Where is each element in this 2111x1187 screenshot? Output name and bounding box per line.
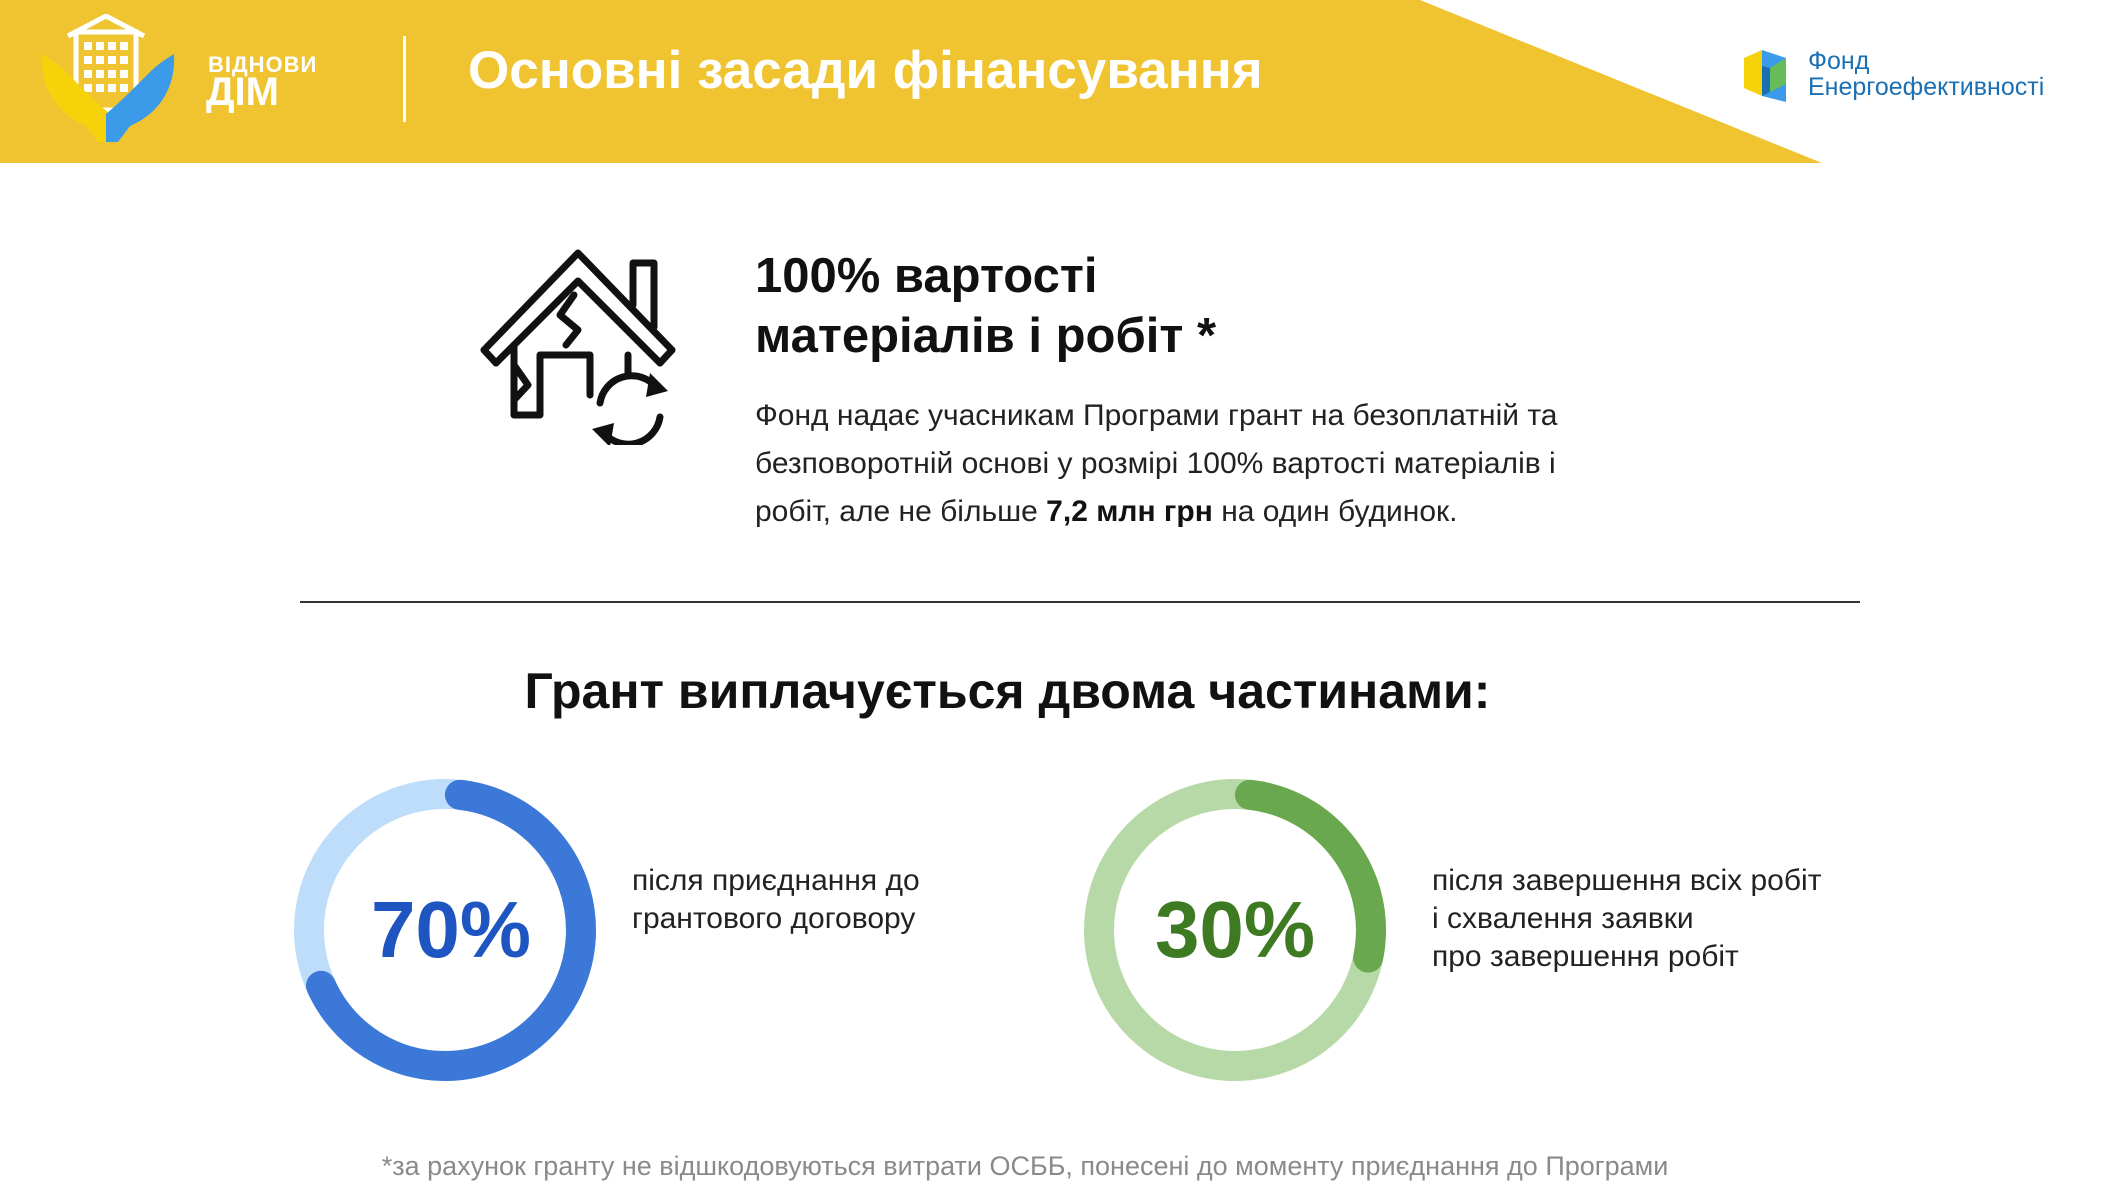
section-divider (300, 601, 1860, 603)
grant-parts-title: Грант виплачується двома частинами: (524, 663, 1491, 719)
grant-part-2-percent: 30% (1154, 885, 1316, 974)
ring-progress-30 (1084, 779, 1386, 1081)
grant-part-1-description: після приєднання до грантового договору (632, 864, 920, 935)
grant-part-2-description: після завершення всіх робіт і схвалення … (1432, 864, 1822, 973)
feature-title-line2: матеріалів і робіт * (755, 309, 1217, 363)
page-title: Основні засади фінансування (468, 41, 1263, 100)
grant-part-2-ring (1084, 779, 1386, 1081)
vidnovy-dim-logo: ВІДНОВИ ДІМ (38, 13, 316, 144)
energy-efficiency-fund-logo-icon (1744, 50, 1786, 102)
grant-limit-amount: 7,2 млн грн (1046, 495, 1213, 528)
fund-name-line2: Енергоефективності (1808, 73, 2045, 101)
feature-title: 100% вартості матеріалів і робіт * (755, 246, 1216, 366)
header-divider (403, 36, 406, 122)
fund-name: Фонд Енергоефективності (1808, 48, 2044, 100)
feature-title-line1: 100% вартості (755, 249, 1098, 303)
house-hands-logo-icon (41, 13, 175, 142)
grant-part-1-ring (294, 779, 596, 1081)
feature-description-part2: на один будинок. (1212, 495, 1458, 528)
feature-description: Фонд надає учасникам Програми грант на б… (755, 392, 1615, 536)
fund-name-line1: Фонд (1808, 47, 1870, 75)
house-renovation-icon (480, 249, 676, 445)
logo-text-dim: ДІМ (206, 70, 279, 114)
footnote: *за рахунок гранту не відшкодовуються ви… (381, 1151, 1669, 1181)
logo-text-vidnovy: ВІДНОВИ (208, 52, 318, 77)
feature-description-part1: Фонд надає учасникам Програми грант на б… (755, 399, 1558, 528)
ring-progress-70 (294, 779, 596, 1081)
grant-part-1-percent: 70% (370, 885, 532, 974)
header-banner (0, 0, 1822, 163)
